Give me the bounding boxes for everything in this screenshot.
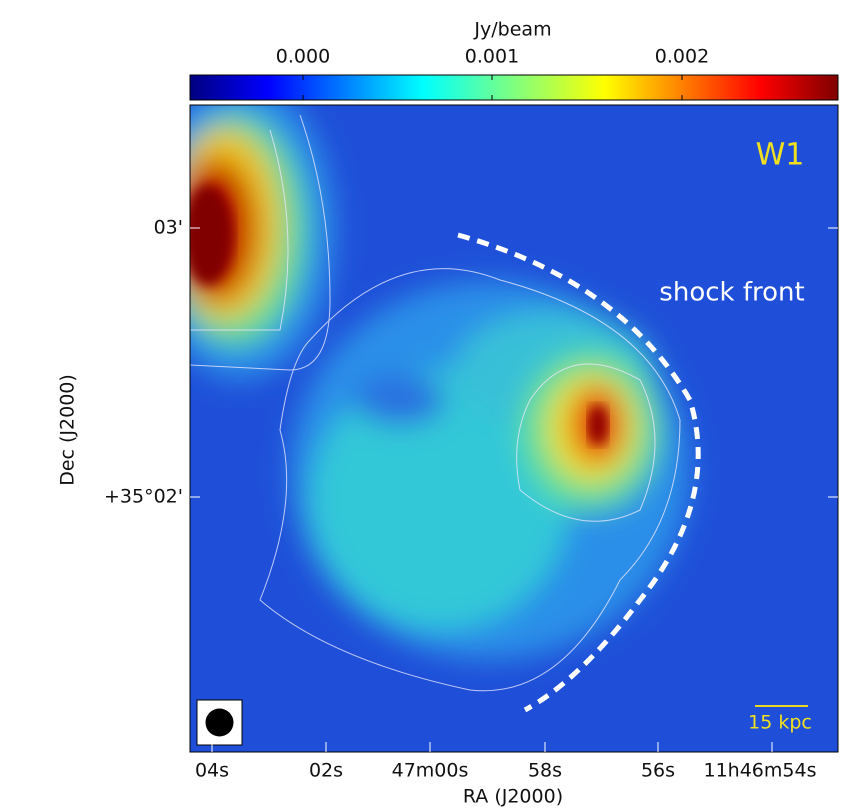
y-tick-label: 03'	[154, 217, 183, 239]
radio-map	[190, 105, 838, 752]
colorbar-ticks	[302, 75, 683, 100]
region-label: W1	[756, 138, 805, 173]
colorbar-tick-label: 0.001	[465, 46, 519, 68]
y-axis-label: Dec (J2000)	[57, 374, 79, 486]
shock-front-label: shock front	[659, 278, 804, 308]
frame	[189, 104, 839, 753]
axis-ticks	[190, 227, 838, 752]
colorbar-tick-label: 0.000	[276, 46, 330, 68]
shock-front-line	[457, 232, 701, 713]
colorbar-tick-label: 0.002	[655, 46, 709, 68]
x-tick-label: 11h46m54s	[704, 760, 817, 782]
x-tick-label: 02s	[309, 760, 343, 782]
colorbar	[189, 74, 839, 101]
x-tick-label: 47m00s	[392, 760, 469, 782]
beam	[205, 708, 234, 737]
x-axis-label: RA (J2000)	[463, 786, 563, 808]
x-tick-label: 58s	[528, 760, 562, 782]
colorbar-label: Jy/beam	[473, 19, 551, 41]
y-tick-label: +35°02'	[104, 486, 183, 508]
scale-bar-label: 15 kpc	[748, 712, 812, 734]
x-tick-label: 56s	[641, 760, 675, 782]
x-tick-label: 04s	[195, 760, 229, 782]
